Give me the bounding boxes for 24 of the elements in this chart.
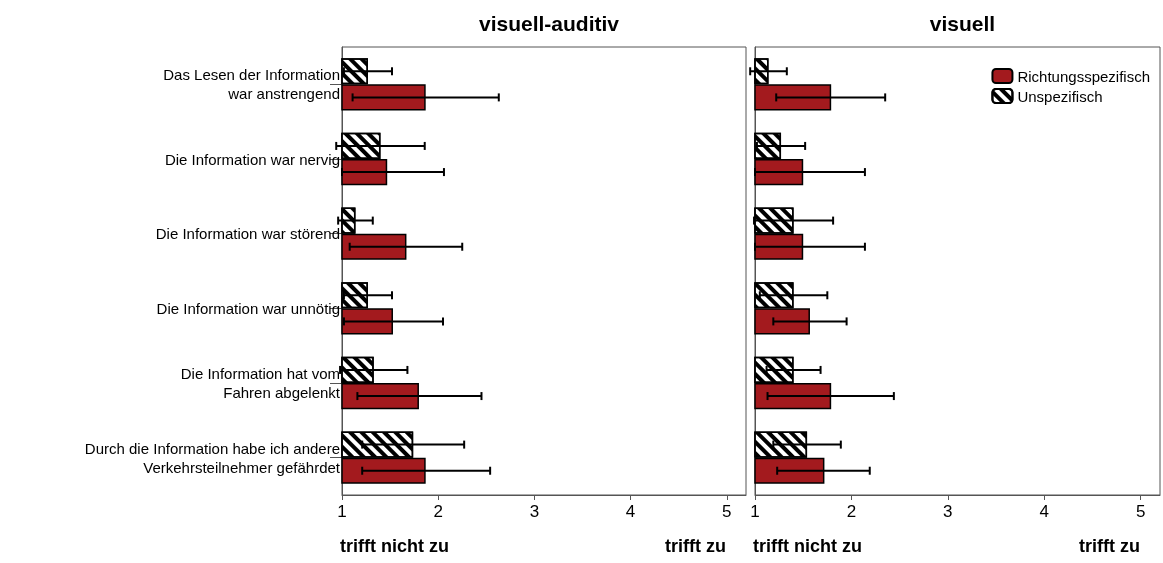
text: trifft zu — [1079, 536, 1141, 556]
x-tick-label: 5 — [1135, 502, 1146, 521]
y-tick-label: Die Information hat vom Fahren abgelenkt — [180, 365, 341, 401]
x-tick-label: 5 — [722, 502, 732, 521]
y-tick-label: Die Information war unnötig — [156, 299, 340, 317]
chart-title: visuell — [929, 12, 996, 35]
legend-label: Unspezifisch — [1017, 87, 1103, 105]
y-tick-label: Durch die Information habe ich andere Verkehrsteilnehmer gefährdet — [84, 439, 341, 476]
x-tick-label: 2 — [846, 502, 857, 521]
x-tick-label: 3 — [529, 502, 540, 521]
text: trifft nicht zu — [340, 536, 449, 556]
x-tick-label: 1 — [337, 502, 347, 521]
x-tick-label: 1 — [750, 502, 760, 521]
x-tick-label: 2 — [433, 502, 443, 521]
text: trifft nicht zu — [753, 536, 862, 556]
y-tick-label: Das Lesen der Information war anstrengend — [163, 66, 340, 103]
y-tick-label: Die Information war störend — [155, 225, 340, 243]
y-tick-label: Die Information war nervig — [164, 150, 340, 168]
x-tick-label: 4 — [1039, 502, 1050, 521]
legend-label: Richtungsspezifisch — [1017, 67, 1150, 85]
chart-title: visuell-auditiv — [478, 12, 620, 35]
text: trifft zu — [665, 536, 727, 556]
x-tick-label: 3 — [943, 502, 953, 521]
x-tick-label: 4 — [625, 502, 636, 521]
